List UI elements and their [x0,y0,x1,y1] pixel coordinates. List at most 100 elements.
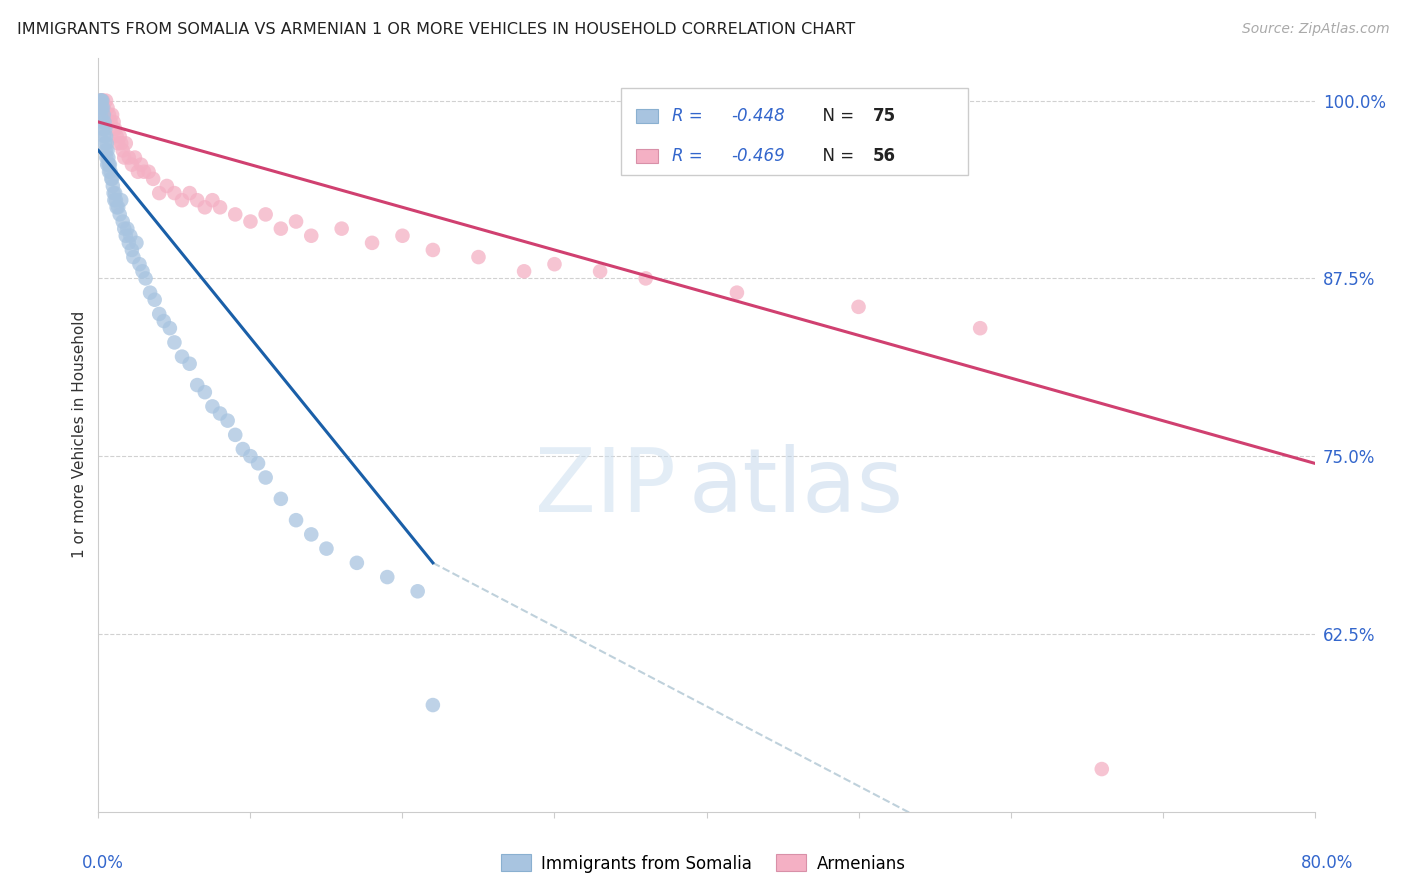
Point [94,122,117,136]
Point [125,235,148,250]
Point [163,335,186,350]
Text: 0.0%: 0.0% [82,854,124,871]
Point [90,94,112,108]
Point [129,158,152,172]
Point [285,513,308,527]
Text: IMMIGRANTS FROM SOMALIA VS ARMENIAN 1 OR MORE VEHICLES IN HOUSEHOLD CORRELATION : IMMIGRANTS FROM SOMALIA VS ARMENIAN 1 OR… [17,22,855,37]
Point [111,214,134,228]
Point [186,378,208,392]
Point [346,556,368,570]
Point [848,300,870,314]
Point [101,178,124,193]
Point [201,400,224,414]
Point [232,442,254,456]
Point [247,456,270,470]
Point [104,122,127,136]
Point [634,271,657,285]
Point [127,165,149,179]
Point [186,193,208,207]
Point [91,94,114,108]
Point [103,186,125,200]
Point [122,250,145,264]
Point [104,193,127,207]
Point [120,228,142,243]
Point [93,115,115,129]
Point [100,172,122,186]
Point [96,144,118,158]
Point [143,293,166,307]
Text: 56: 56 [873,147,896,165]
Point [89,94,111,108]
Point [330,221,353,235]
Point [201,193,224,207]
Point [101,108,124,122]
Point [107,136,129,151]
Point [114,136,136,151]
Point [142,172,165,186]
Point [422,243,444,257]
Point [254,207,277,221]
Point [224,207,246,221]
Point [148,307,170,321]
Text: N =: N = [813,147,859,165]
Point [239,449,262,463]
Point [100,115,122,129]
Point [121,158,143,172]
Point [97,151,120,165]
Point [96,151,118,165]
Point [299,527,322,541]
Point [254,470,277,484]
Point [91,115,114,129]
Point [94,129,117,144]
Point [391,228,413,243]
Point [361,235,384,250]
Point [89,101,111,115]
Text: 80.0%: 80.0% [1301,854,1354,871]
Point [239,214,262,228]
Point [152,314,174,328]
Point [91,122,114,136]
Point [98,108,121,122]
Point [135,271,157,285]
Point [285,214,308,228]
Point [108,207,131,221]
Point [112,221,135,235]
Point [163,186,186,200]
Point [108,129,131,144]
Point [179,357,201,371]
Point [170,350,193,364]
Point [589,264,612,278]
Point [1091,762,1114,776]
Point [94,94,117,108]
Point [148,186,170,200]
Point [98,158,121,172]
Y-axis label: 1 or more Vehicles in Household: 1 or more Vehicles in Household [72,311,87,558]
Point [299,228,322,243]
Point [118,151,141,165]
Point [103,115,125,129]
Point [131,264,153,278]
Point [107,200,129,214]
Point [121,243,143,257]
Text: 75: 75 [873,107,896,125]
Point [96,158,118,172]
Point [93,129,115,144]
Text: R =: R = [672,107,709,125]
Text: atlas: atlas [689,444,904,531]
Point [543,257,565,271]
Text: -0.469: -0.469 [731,147,785,165]
Point [105,200,128,214]
Point [103,193,125,207]
Point [90,94,112,108]
Point [270,491,292,506]
Point [90,101,112,115]
Point [406,584,429,599]
Point [110,193,132,207]
Point [112,151,135,165]
Point [96,136,118,151]
Point [224,428,246,442]
Point [100,165,122,179]
Point [194,200,217,214]
Point [156,178,179,193]
Point [124,151,146,165]
